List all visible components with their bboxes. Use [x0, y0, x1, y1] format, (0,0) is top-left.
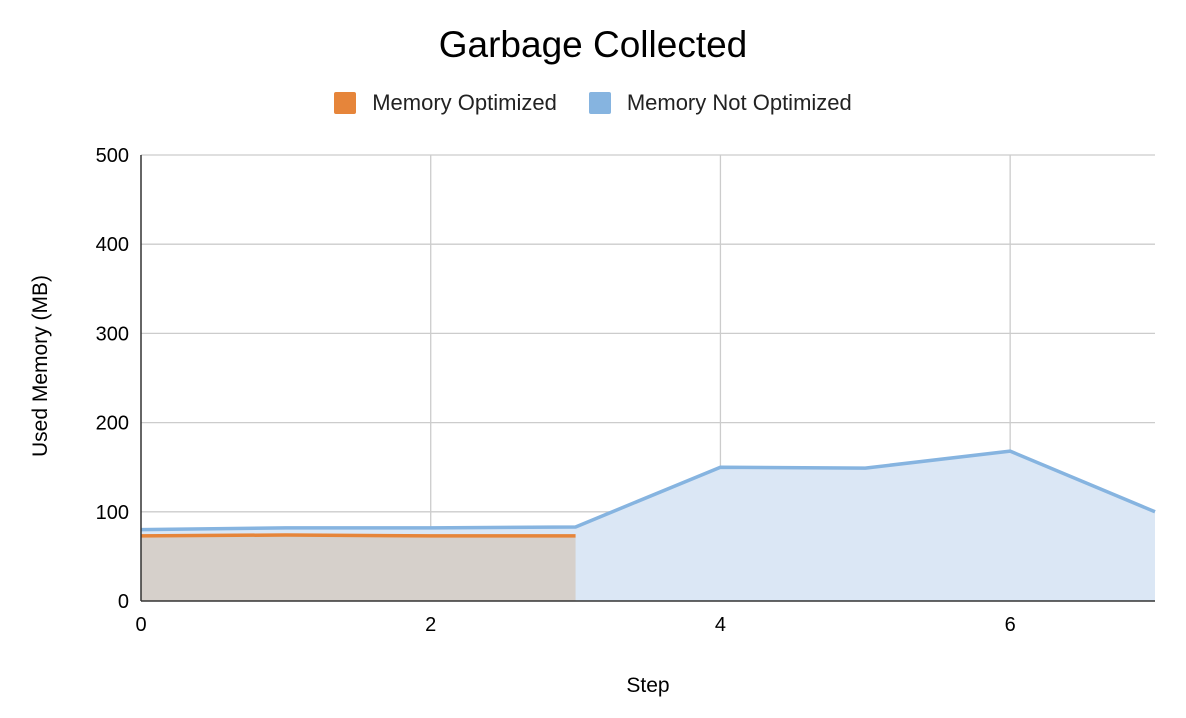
y-tick-label-300: 300	[96, 323, 129, 345]
x-tick-label-2: 2	[425, 614, 436, 636]
legend-swatch-memory-optimized	[334, 92, 357, 114]
legend-label-memory-optimized: Memory Optimized	[372, 90, 557, 115]
y-tick-label-0: 0	[118, 591, 129, 613]
y-tick-label-100: 100	[96, 502, 129, 524]
legend: Memory Optimized Memory Not Optimized	[0, 90, 1186, 116]
y-tick-label-200: 200	[96, 413, 129, 435]
series-areas	[141, 451, 1155, 601]
chart-title: Garbage Collected	[438, 24, 748, 65]
area-memory-optimized	[141, 534, 576, 601]
line-memory-not-optimized	[140, 449, 1156, 532]
legend-label-memory-not-optimized: Memory Not Optimized	[626, 90, 852, 115]
tick-labels: 0 100 200 300 400 500 0 2 4 6	[96, 145, 1016, 636]
line-memory-optimized	[140, 533, 576, 538]
x-tick-label-6: 6	[1005, 614, 1016, 636]
x-tick-label-4: 4	[715, 614, 726, 636]
x-tick-label-0: 0	[135, 614, 146, 636]
legend-entry-memory-optimized[interactable]: Memory Optimized	[334, 90, 557, 116]
legend-swatch-memory-not-optimized	[588, 92, 611, 114]
legend-entry-memory-not-optimized[interactable]: Memory Not Optimized	[588, 90, 852, 116]
y-tick-label-500: 500	[96, 145, 129, 167]
y-tick-label-400: 400	[96, 234, 129, 256]
x-axis-title: Step	[626, 674, 669, 697]
axes	[140, 155, 1155, 602]
y-axis-title: Used Memory (MB)	[29, 275, 52, 457]
series-lines	[140, 449, 1156, 538]
